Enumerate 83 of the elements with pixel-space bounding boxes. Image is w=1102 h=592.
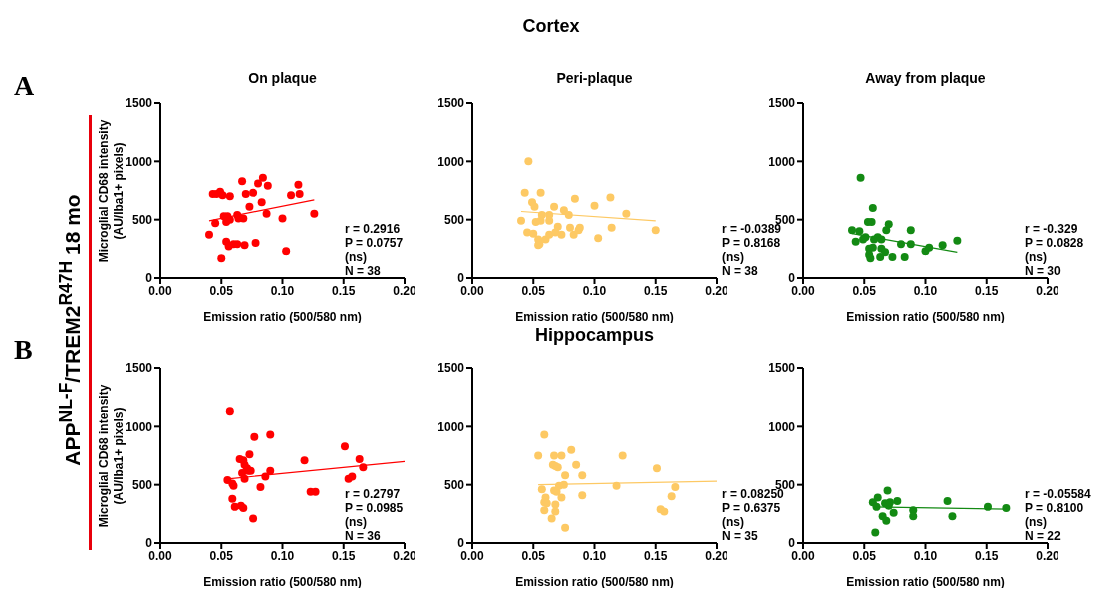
x-tick-label: 0.00: [460, 548, 484, 563]
x-axis-title: Emission ratio (500/580 nm): [515, 310, 674, 324]
x-tick-label: 0.05: [209, 548, 234, 563]
y-tick-label: 500: [131, 477, 153, 492]
text: N = 35: [722, 529, 759, 543]
text: B: [14, 334, 33, 366]
y-tick-label: 1500: [768, 361, 796, 376]
y-tick-label: 0: [457, 271, 465, 286]
text: (ns): [722, 515, 745, 529]
annotation: (ns): [345, 515, 368, 529]
annotation: P = 0.0757: [345, 236, 404, 250]
y-tick-label: 1000: [125, 154, 153, 169]
y-tick-label: 0: [145, 536, 153, 551]
y-tick-label: 500: [443, 477, 465, 492]
x-tick-label: 0.15: [644, 548, 668, 563]
annotation: r = 0.2797: [345, 487, 402, 501]
x-tick-label: 0.10: [913, 283, 938, 298]
annotation: N = 22: [1025, 529, 1062, 543]
chart-title: Hippocampus: [534, 325, 655, 346]
y-tick-label: 0: [457, 536, 465, 551]
y-tick-label: 1500: [125, 361, 153, 376]
x-tick-label: 0.15: [644, 283, 668, 298]
y-tick-label: 1500: [768, 96, 796, 111]
text: (ns): [722, 250, 745, 264]
text: A: [14, 70, 35, 102]
annotation: (ns): [1025, 515, 1048, 529]
chart-title: Peri-plaque: [555, 70, 634, 86]
text: N = 38: [722, 264, 759, 278]
chart-title: Away from plaque: [864, 70, 987, 86]
x-tick-label: 0.15: [332, 548, 356, 563]
y-tick-label: 1000: [768, 154, 796, 169]
annotation: P = 0.0985: [345, 501, 404, 515]
y-tick-label: 1500: [125, 96, 153, 111]
x-tick-label: 0.00: [148, 548, 172, 563]
x-tick-label: 0.10: [582, 283, 607, 298]
annotation: (ns): [345, 250, 368, 264]
y-tick-label: 500: [443, 212, 465, 227]
x-tick-label: 0.05: [521, 548, 546, 563]
x-tick-label: 0.00: [791, 283, 815, 298]
x-axis-title: Emission ratio (500/580 nm): [203, 575, 362, 589]
x-tick-label: 0.10: [913, 548, 938, 563]
y-tick-label: 0: [788, 536, 796, 551]
annotation: P = 0.8100: [1025, 501, 1085, 515]
x-axis-title: Emission ratio (500/580 nm): [846, 310, 1005, 324]
x-tick-label: 0.05: [852, 283, 877, 298]
x-axis-title: Emission ratio (500/580 nm): [515, 575, 674, 589]
x-tick-label: 0.10: [270, 283, 295, 298]
annotation: N = 38: [345, 264, 382, 278]
text: P = 0.6375: [722, 501, 782, 515]
x-tick-label: 0.10: [582, 548, 607, 563]
y-tick-label: 1500: [437, 96, 465, 111]
x-tick-label: 0.00: [460, 283, 484, 298]
y-axis-title: Microglial CD68 intensity (AU/Iba1+ pixels): [97, 118, 126, 264]
y-tick-label: 1000: [437, 154, 465, 169]
chart-title: On plaque: [247, 70, 318, 86]
y-tick-label: 0: [145, 271, 153, 286]
x-tick-label: 0.15: [975, 548, 999, 563]
x-tick-label: 0.00: [791, 548, 815, 563]
annotation: (ns): [1025, 250, 1048, 264]
x-tick-label: 0.05: [209, 283, 234, 298]
y-tick-label: 0: [788, 271, 796, 286]
annotation: r = -0.05584: [1025, 487, 1091, 501]
y-tick-label: 1000: [437, 419, 465, 434]
y-axis-title: Microglial CD68 intensity (AU/Iba1+ pixels): [97, 383, 126, 529]
annotation: r = -0.329: [1025, 222, 1079, 236]
annotation: N = 36: [345, 529, 382, 543]
x-axis-title: Emission ratio (500/580 nm): [203, 310, 362, 324]
x-tick-label: 0.15: [975, 283, 999, 298]
x-tick-label: 0.05: [521, 283, 546, 298]
y-tick-label: 500: [131, 212, 153, 227]
x-tick-label: 0.15: [332, 283, 356, 298]
y-tick-label: 1000: [125, 419, 153, 434]
x-axis-title: Emission ratio (500/580 nm): [846, 575, 1005, 589]
annotation: P = 0.0828: [1025, 236, 1084, 250]
annotation: N = 30: [1025, 264, 1062, 278]
y-tick-label: 1500: [437, 361, 465, 376]
x-tick-label: 0.10: [270, 548, 295, 563]
annotation: r = 0.2916: [345, 222, 402, 236]
y-tick-label: 1000: [768, 419, 796, 434]
x-tick-label: 0.00: [148, 283, 172, 298]
text: P = 0.8168: [722, 236, 782, 250]
text: Cortex: [521, 16, 581, 37]
x-tick-label: 0.05: [852, 548, 877, 563]
